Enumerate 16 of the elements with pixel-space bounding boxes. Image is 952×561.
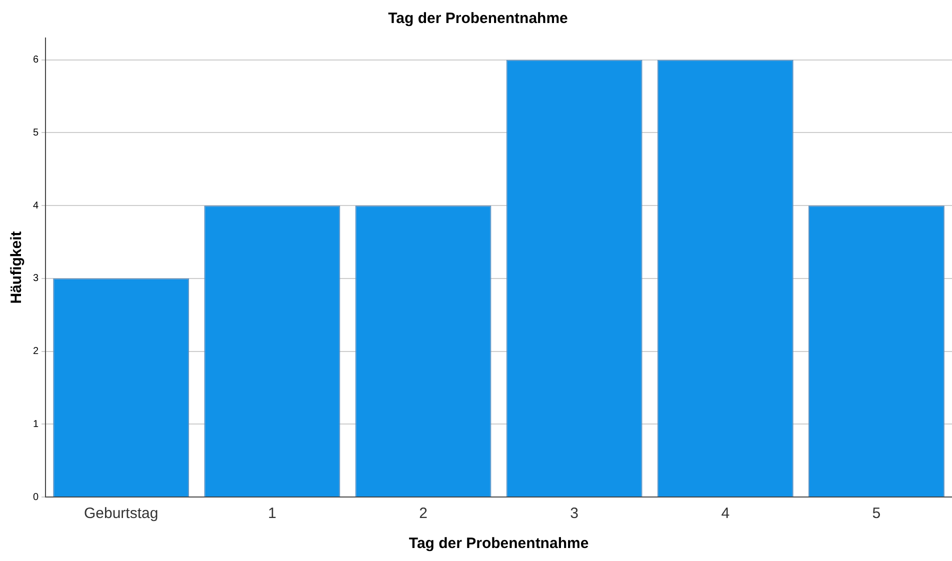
x-axis-title: Tag der Probenentnahme	[408, 535, 589, 552]
y-tick-label: 0	[33, 492, 39, 503]
y-axis-title: Häufigkeit	[8, 231, 26, 304]
y-tick-label: 4	[33, 200, 39, 212]
y-tick-label: 6	[33, 54, 39, 66]
x-tick-label: 2	[419, 505, 428, 522]
chart-title: Tag der Probenentnahme	[388, 10, 568, 28]
x-tick-label: Geburtstag	[84, 505, 158, 522]
y-tick-label: 2	[33, 346, 39, 358]
x-tick-label: 3	[570, 505, 578, 522]
x-tick-label: 4	[721, 505, 730, 522]
y-tick-label: 3	[33, 273, 39, 284]
x-tick-label: 5	[872, 505, 881, 522]
y-tick-label: 1	[33, 418, 39, 430]
y-tick-label: 5	[33, 127, 39, 138]
x-tick-label: 1	[268, 505, 276, 522]
